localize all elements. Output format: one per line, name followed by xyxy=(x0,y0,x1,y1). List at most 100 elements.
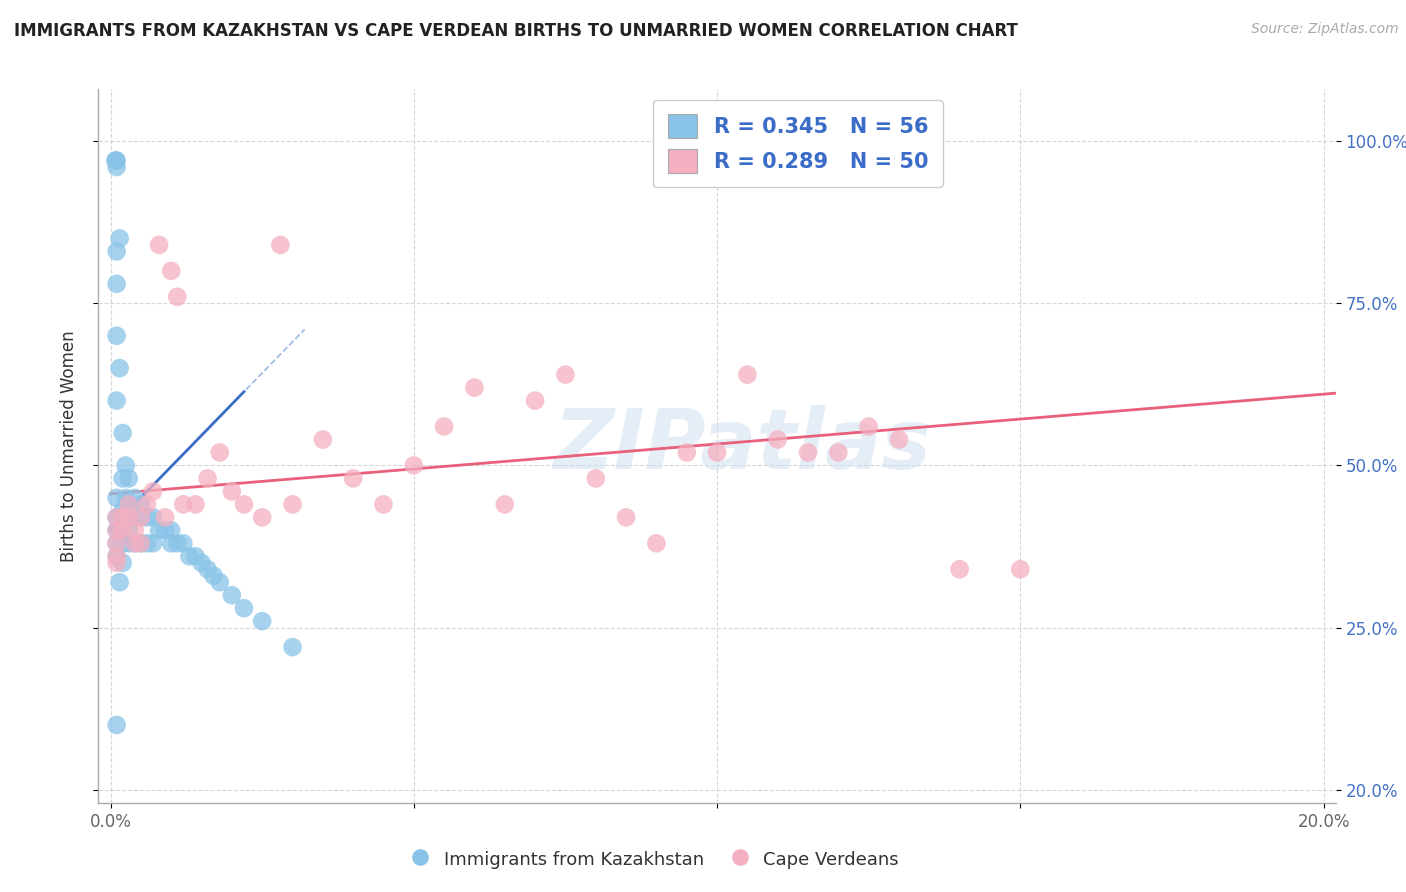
Point xyxy=(105,153,128,168)
Point xyxy=(208,445,231,459)
Point xyxy=(184,497,207,511)
Point xyxy=(111,425,134,440)
Point xyxy=(250,510,273,524)
Point xyxy=(105,718,128,732)
Point xyxy=(190,556,212,570)
Point xyxy=(250,614,273,628)
Point xyxy=(129,510,152,524)
Point xyxy=(737,368,759,382)
Point xyxy=(402,458,425,473)
Point xyxy=(233,601,256,615)
Legend: Immigrants from Kazakhstan, Cape Verdeans: Immigrants from Kazakhstan, Cape Verdean… xyxy=(404,843,907,876)
Point xyxy=(153,510,176,524)
Y-axis label: Births to Unmarried Women: Births to Unmarried Women xyxy=(59,330,77,562)
Point xyxy=(114,458,136,473)
Point xyxy=(129,497,152,511)
Point xyxy=(129,510,152,524)
Text: ZIPatlas: ZIPatlas xyxy=(553,406,931,486)
Point xyxy=(118,497,141,511)
Point xyxy=(111,536,134,550)
Point xyxy=(142,536,165,550)
Point xyxy=(136,510,159,524)
Point xyxy=(118,471,141,485)
Point xyxy=(118,536,141,550)
Point xyxy=(463,381,485,395)
Point xyxy=(105,277,128,291)
Point xyxy=(1010,562,1032,576)
Point xyxy=(179,549,201,564)
Point xyxy=(524,393,547,408)
Point xyxy=(105,524,128,538)
Point xyxy=(858,419,880,434)
Point xyxy=(827,445,849,459)
Point xyxy=(124,536,146,550)
Point xyxy=(105,328,128,343)
Point xyxy=(118,510,141,524)
Point xyxy=(105,524,128,538)
Point xyxy=(108,231,131,245)
Point xyxy=(554,368,576,382)
Point xyxy=(184,549,207,564)
Point xyxy=(281,640,304,654)
Point xyxy=(111,556,134,570)
Point xyxy=(142,510,165,524)
Point xyxy=(312,433,335,447)
Point xyxy=(124,510,146,524)
Point xyxy=(124,524,146,538)
Point xyxy=(136,497,159,511)
Text: IMMIGRANTS FROM KAZAKHSTAN VS CAPE VERDEAN BIRTHS TO UNMARRIED WOMEN CORRELATION: IMMIGRANTS FROM KAZAKHSTAN VS CAPE VERDE… xyxy=(14,22,1018,40)
Point xyxy=(105,536,128,550)
Point xyxy=(105,153,128,168)
Point xyxy=(105,549,128,564)
Point xyxy=(172,497,194,511)
Point xyxy=(108,575,131,590)
Point xyxy=(166,536,188,550)
Point xyxy=(614,510,637,524)
Point xyxy=(108,361,131,376)
Point xyxy=(105,510,128,524)
Point xyxy=(373,497,395,511)
Point xyxy=(118,510,141,524)
Point xyxy=(433,419,456,434)
Point xyxy=(887,433,910,447)
Point xyxy=(166,290,188,304)
Point xyxy=(160,536,183,550)
Point xyxy=(766,433,789,447)
Point xyxy=(281,497,304,511)
Point xyxy=(105,549,128,564)
Point xyxy=(124,536,146,550)
Point xyxy=(129,536,152,550)
Point xyxy=(111,471,134,485)
Point xyxy=(129,536,152,550)
Point xyxy=(111,510,134,524)
Point xyxy=(124,491,146,505)
Point xyxy=(233,497,256,511)
Point xyxy=(221,484,243,499)
Point xyxy=(105,393,128,408)
Point xyxy=(202,568,225,582)
Point xyxy=(111,524,134,538)
Text: Source: ZipAtlas.com: Source: ZipAtlas.com xyxy=(1251,22,1399,37)
Point xyxy=(675,445,697,459)
Point xyxy=(148,238,170,252)
Point xyxy=(118,524,141,538)
Point xyxy=(160,264,183,278)
Point xyxy=(114,491,136,505)
Point xyxy=(105,556,128,570)
Point xyxy=(136,536,159,550)
Point xyxy=(105,491,128,505)
Point xyxy=(104,153,127,168)
Point xyxy=(105,160,128,174)
Point xyxy=(111,504,134,518)
Point xyxy=(153,524,176,538)
Point xyxy=(197,562,219,576)
Point xyxy=(208,575,231,590)
Point xyxy=(706,445,728,459)
Point xyxy=(160,524,183,538)
Point xyxy=(197,471,219,485)
Point xyxy=(105,536,128,550)
Point xyxy=(797,445,820,459)
Point xyxy=(221,588,243,602)
Point xyxy=(949,562,972,576)
Point xyxy=(148,524,170,538)
